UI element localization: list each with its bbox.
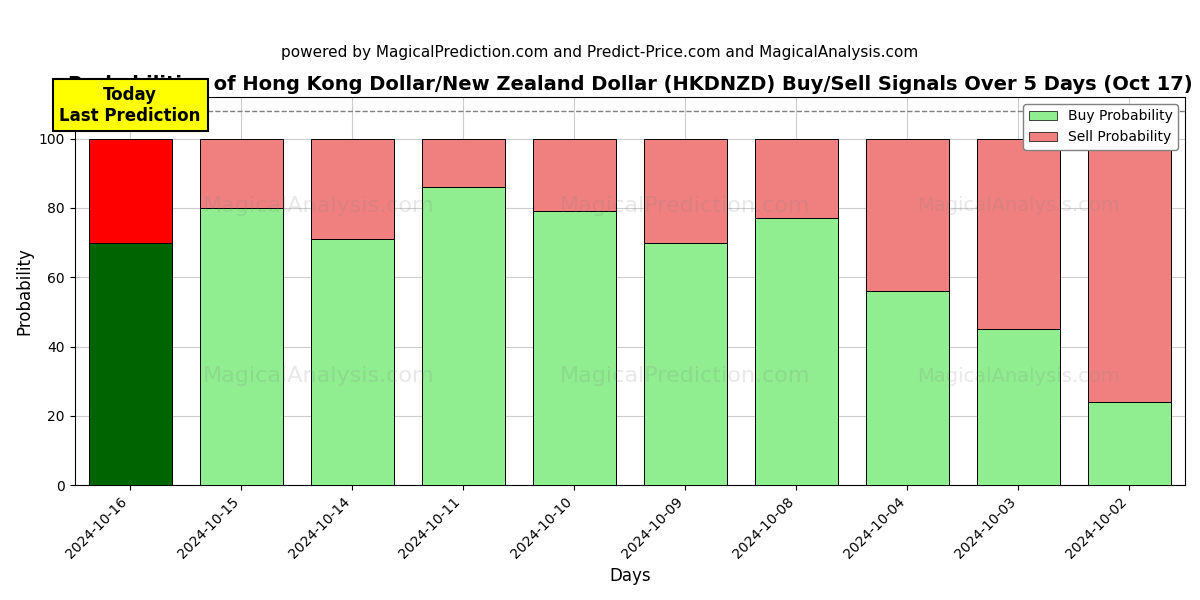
Bar (199, 139, 283, 208)
Bar (977, 329, 1060, 485)
Bar (865, 291, 949, 485)
Bar (533, 211, 616, 485)
Legend: Buy Probability, Sell Probability: Buy Probability, Sell Probability (1024, 104, 1178, 150)
Title: Probabilities of Hong Kong Dollar/New Zealand Dollar (HKDNZD) Buy/Sell Signals O: Probabilities of Hong Kong Dollar/New Ze… (67, 75, 1192, 94)
Bar (199, 208, 283, 485)
Bar (89, 139, 172, 242)
Bar (1088, 402, 1171, 485)
Bar (865, 139, 949, 291)
Bar (643, 242, 727, 485)
X-axis label: Days: Days (610, 567, 650, 585)
Text: MagicalPrediction.com: MagicalPrediction.com (560, 196, 810, 215)
Bar (755, 139, 838, 218)
Text: MagicalAnalysis.com: MagicalAnalysis.com (917, 196, 1120, 215)
Bar (1088, 139, 1171, 402)
Bar (311, 239, 394, 485)
Text: MagicalAnalysis.com: MagicalAnalysis.com (203, 196, 434, 215)
Bar (89, 242, 172, 485)
Text: MagicalAnalysis.com: MagicalAnalysis.com (203, 367, 434, 386)
Bar (643, 139, 727, 242)
Text: MagicalPrediction.com: MagicalPrediction.com (560, 367, 810, 386)
Text: powered by MagicalPrediction.com and Predict-Price.com and MagicalAnalysis.com: powered by MagicalPrediction.com and Pre… (281, 45, 919, 60)
Bar (421, 187, 505, 485)
Bar (533, 139, 616, 211)
Text: Today
Last Prediction: Today Last Prediction (60, 86, 200, 125)
Bar (421, 139, 505, 187)
Bar (977, 139, 1060, 329)
Y-axis label: Probability: Probability (16, 247, 34, 335)
Bar (311, 139, 394, 239)
Bar (755, 218, 838, 485)
Text: MagicalAnalysis.com: MagicalAnalysis.com (917, 367, 1120, 386)
